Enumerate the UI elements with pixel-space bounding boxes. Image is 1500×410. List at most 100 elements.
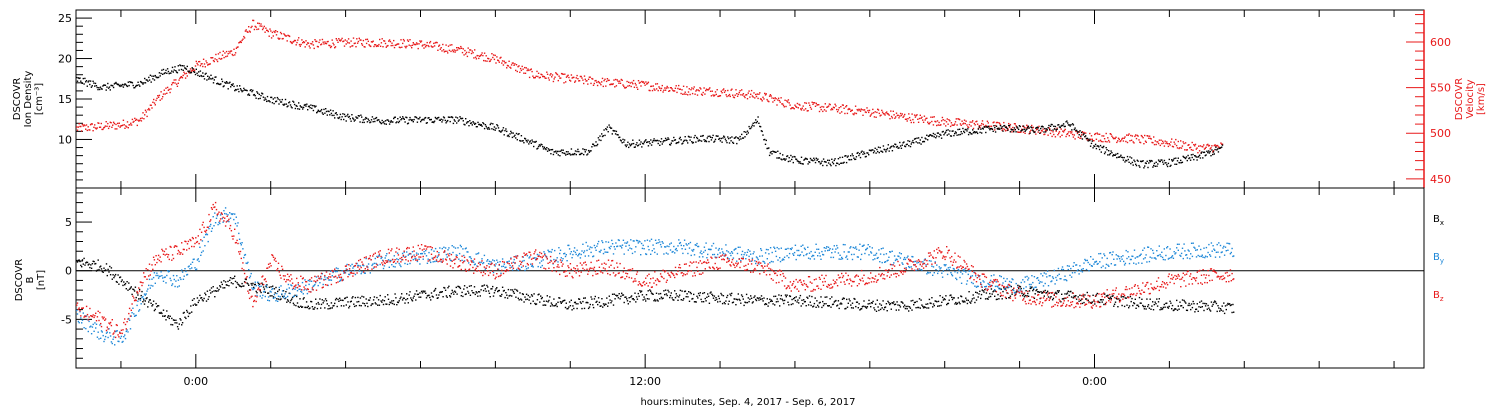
data-point	[600, 305, 602, 307]
data-point	[846, 306, 849, 308]
data-point	[615, 85, 618, 87]
data-point	[1189, 147, 1191, 149]
data-point	[1117, 306, 1119, 308]
data-point	[897, 114, 899, 117]
data-point	[187, 70, 189, 72]
data-point	[117, 125, 120, 127]
data-point	[301, 281, 304, 284]
data-point	[146, 290, 148, 292]
data-point	[918, 117, 921, 120]
data-point	[309, 47, 311, 49]
data-point	[725, 300, 727, 302]
data-point	[303, 104, 306, 106]
data-point	[1070, 296, 1073, 298]
data-point	[1137, 160, 1139, 162]
data-point	[910, 121, 912, 124]
data-point	[243, 254, 246, 256]
data-point	[1099, 299, 1102, 301]
data-point	[970, 300, 973, 302]
data-point	[1176, 160, 1179, 162]
data-point	[462, 120, 464, 122]
b-axis-label: DSCOVR	[14, 259, 25, 302]
data-point	[424, 253, 426, 255]
data-point	[284, 103, 286, 105]
data-point	[288, 102, 290, 104]
data-point	[990, 125, 993, 127]
data-point	[500, 272, 502, 274]
data-point	[1039, 132, 1041, 134]
data-point	[714, 138, 717, 141]
data-point	[339, 279, 342, 281]
data-point	[421, 252, 424, 255]
data-point	[1060, 125, 1062, 127]
data-point	[434, 287, 437, 290]
data-point	[328, 305, 330, 307]
data-point	[491, 128, 493, 130]
data-point	[992, 130, 994, 132]
data-point	[1172, 159, 1175, 161]
data-point	[1014, 294, 1017, 296]
data-point	[486, 284, 488, 287]
data-point	[1029, 131, 1031, 133]
data-point	[925, 117, 927, 120]
data-point	[334, 270, 337, 273]
data-point	[706, 296, 708, 298]
data-point	[339, 297, 341, 299]
data-point	[1209, 150, 1211, 153]
data-point	[1166, 302, 1168, 304]
data-point	[525, 298, 527, 301]
data-point	[729, 293, 731, 295]
data-point	[735, 304, 737, 306]
data-point	[194, 267, 196, 269]
data-point	[1042, 128, 1044, 130]
data-point	[265, 27, 267, 29]
data-point	[785, 105, 787, 108]
data-point	[793, 298, 795, 300]
data-point	[654, 239, 657, 241]
data-point	[769, 152, 772, 154]
data-point	[754, 121, 756, 124]
data-point	[645, 294, 648, 296]
data-point	[619, 82, 622, 84]
data-point	[370, 41, 373, 43]
data-point	[980, 297, 982, 300]
data-point	[822, 300, 824, 303]
data-point	[983, 125, 985, 128]
data-point	[845, 155, 847, 157]
data-point	[1054, 292, 1056, 294]
data-point	[760, 295, 763, 297]
data-point	[980, 128, 982, 130]
data-point	[128, 282, 130, 284]
data-point	[881, 151, 884, 153]
data-point	[974, 132, 976, 134]
data-point	[683, 290, 686, 293]
data-point	[602, 252, 605, 255]
data-point	[163, 315, 166, 317]
data-point	[1062, 123, 1065, 125]
data-point	[243, 87, 245, 90]
data-point	[523, 72, 525, 74]
data-point	[278, 286, 280, 289]
data-point	[363, 303, 366, 305]
data-point	[286, 295, 289, 298]
data-point	[999, 128, 1001, 130]
data-point	[211, 78, 213, 80]
data-point	[79, 260, 81, 263]
data-point	[516, 70, 518, 73]
data-point	[225, 81, 228, 83]
data-point	[964, 128, 966, 131]
data-point	[117, 274, 119, 276]
data-point	[903, 304, 906, 306]
data-point	[200, 251, 203, 254]
data-point	[745, 293, 748, 296]
data-point	[234, 88, 237, 91]
data-point	[595, 79, 597, 82]
data-point	[323, 108, 325, 111]
data-point	[237, 46, 239, 48]
data-point	[213, 79, 215, 81]
data-point	[1204, 147, 1206, 149]
left-axis-label: [cm⁻³]	[34, 83, 45, 115]
data-point	[841, 156, 844, 158]
data-point	[1189, 146, 1192, 149]
data-point	[750, 89, 753, 92]
